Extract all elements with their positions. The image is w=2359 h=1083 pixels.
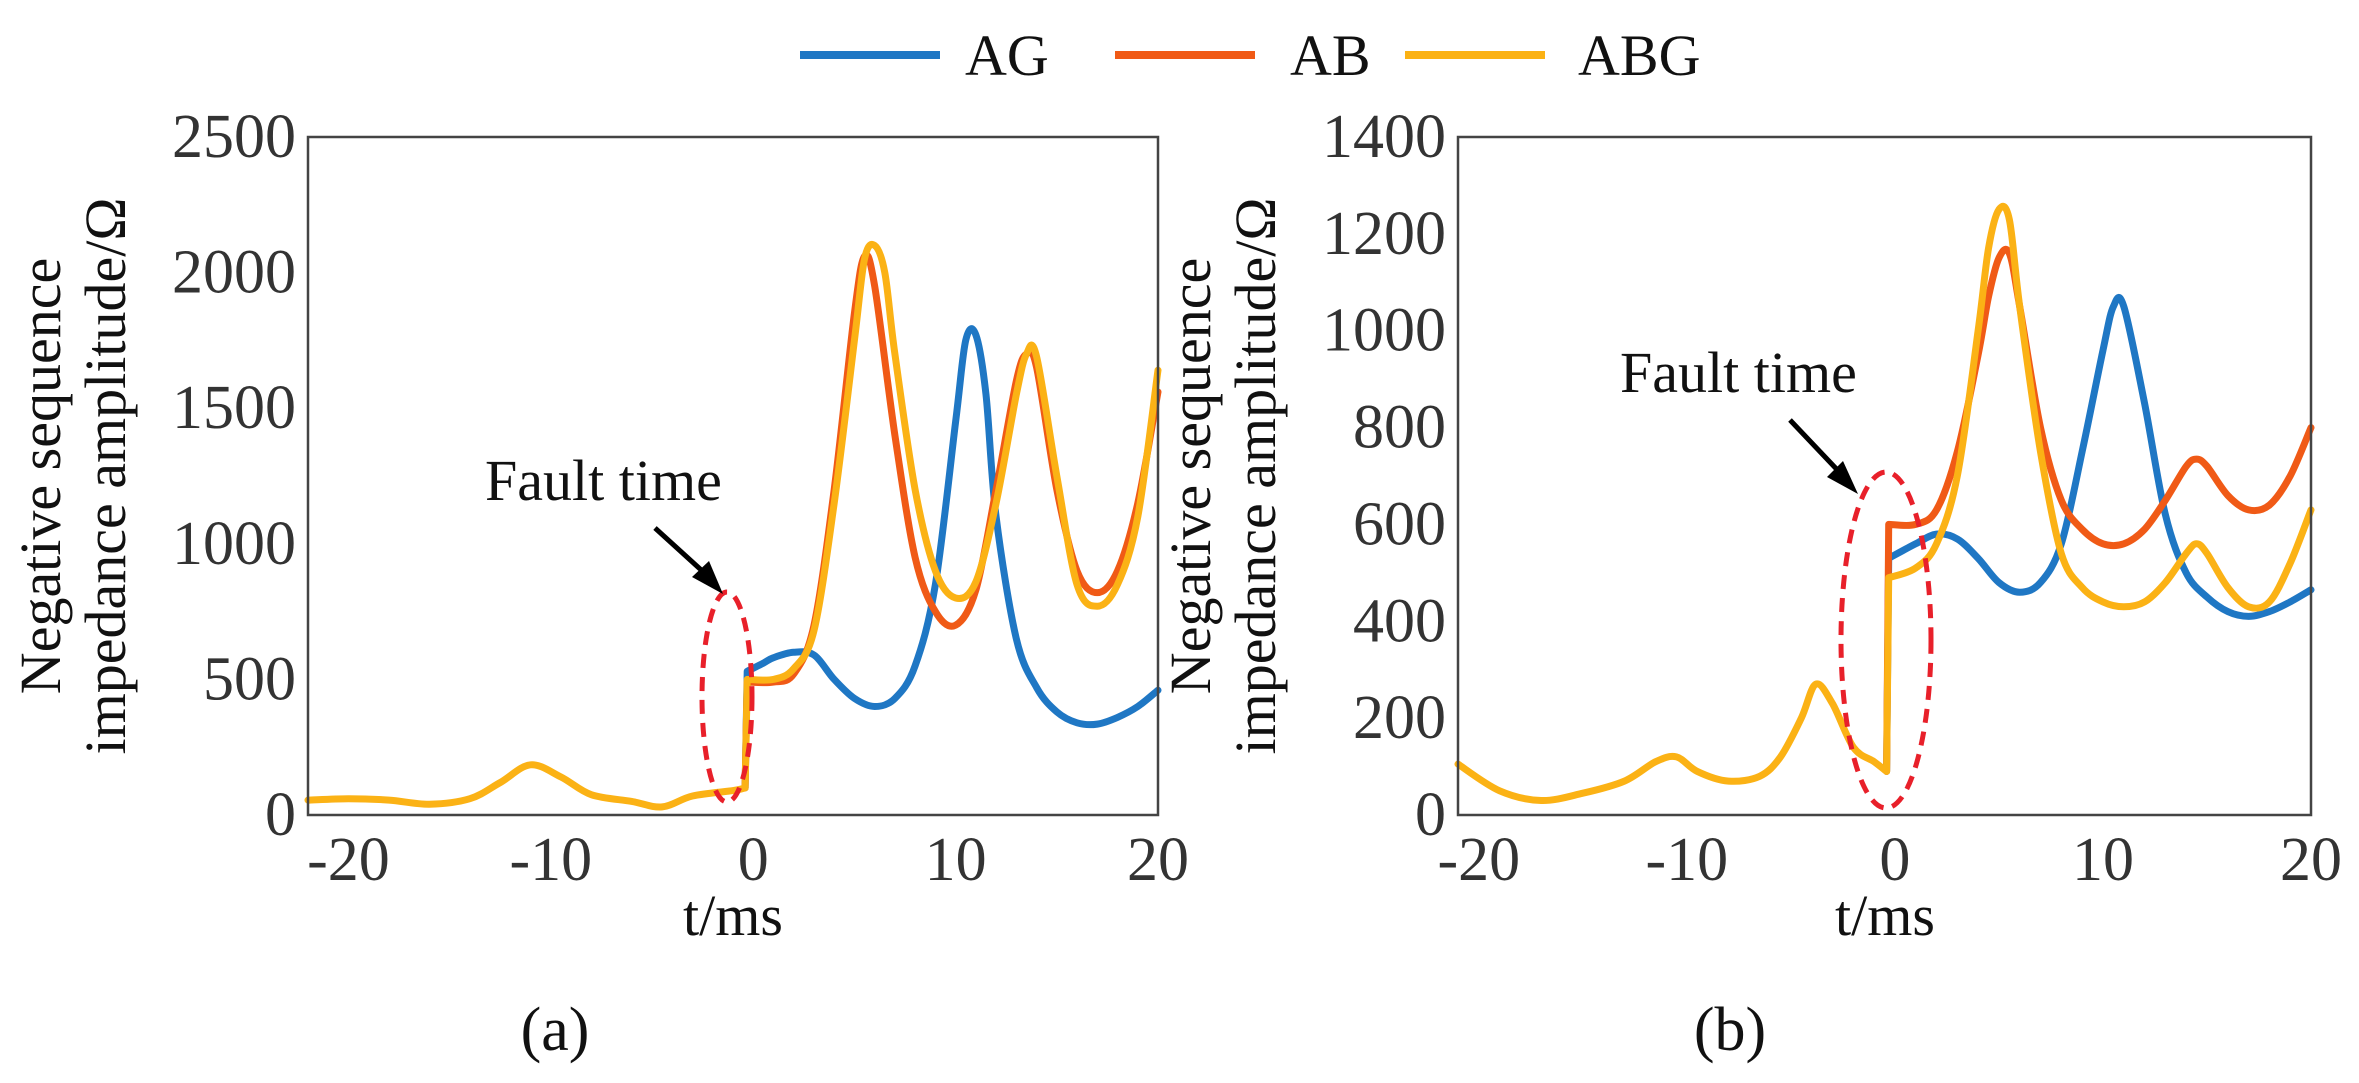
plot-frame-a [306, 135, 1160, 817]
y-axis-label-b-line1: Negative sequence [1158, 258, 1223, 694]
y-tick-label-b-5: 1000 [1322, 297, 1446, 365]
y-tick-label-a-4: 2000 [172, 239, 296, 307]
x-tick-labels-b: -20 -10 0 10 20 [1437, 826, 2342, 894]
y-tick-label-b-0: 0 [1415, 781, 1446, 849]
series-group-a [304, 240, 1162, 811]
y-axis-label-b-line2: impedance amplitude/Ω [1223, 198, 1288, 755]
legend: AG AB ABG [800, 23, 1700, 88]
fault-time-arrowhead-a [692, 561, 723, 594]
x-tick-label-b-0: -20 [1437, 826, 1520, 894]
x-tick-label-a-2: 0 [738, 826, 769, 894]
series-line-ag-a [741, 325, 1162, 792]
fault-time-annotation-b: Fault time [1620, 340, 1857, 405]
x-axis-label-b: t/ms [1835, 883, 1935, 948]
x-axis-label-a: t/ms [683, 883, 783, 948]
y-tick-label-a-5: 2500 [172, 103, 296, 171]
legend-label-abg: ABG [1578, 23, 1700, 88]
y-tick-labels-a: 0 500 1000 1500 2000 2500 [172, 103, 296, 849]
y-axis-label-a-line1: Negative sequence [8, 258, 73, 694]
y-tick-label-b-3: 600 [1353, 490, 1446, 558]
y-tick-label-b-6: 1200 [1322, 200, 1446, 268]
x-tick-label-b-1: -10 [1646, 826, 1729, 894]
y-tick-label-b-4: 800 [1353, 394, 1446, 462]
x-tick-label-a-4: 20 [1127, 826, 1189, 894]
plot-frame-b [1456, 135, 2313, 817]
series-group-b [1454, 202, 2315, 805]
x-tick-label-a-3: 10 [925, 826, 987, 894]
x-tick-label-a-1: -10 [510, 826, 593, 894]
fault-time-annotation-a: Fault time [485, 448, 722, 513]
y-tick-label-b-7: 1400 [1322, 103, 1446, 171]
pre-fault-line-b [1454, 680, 1891, 805]
fault-time-arrowhead-b [1827, 461, 1858, 494]
y-tick-label-b-1: 200 [1353, 684, 1446, 752]
x-tick-labels-a: -20 -10 0 10 20 [307, 826, 1189, 894]
y-tick-label-a-2: 1000 [172, 510, 296, 578]
series-line-abg-a [741, 240, 1162, 792]
panel-label-a: (a) [521, 996, 590, 1064]
series-line-ab-a [741, 251, 1162, 792]
fault-time-marker-b [1838, 469, 1934, 811]
x-tick-label-b-3: 10 [2072, 826, 2134, 894]
y-tick-label-a-0: 0 [265, 781, 296, 849]
x-tick-label-b-4: 20 [2280, 826, 2342, 894]
legend-label-ab: AB [1290, 23, 1371, 88]
x-tick-label-a-0: -20 [307, 826, 390, 894]
legend-label-ag: AG [965, 23, 1049, 88]
series-line-ag-b [1883, 294, 2315, 775]
chart-panel-a: 0 500 1000 1500 2000 2500 -20 -10 0 10 20 Negativ… [8, 103, 1189, 1064]
y-tick-labels-b: 0 200 400 600 800 1000 1200 1400 [1322, 103, 1446, 849]
series-line-abg-b [1883, 202, 2315, 775]
x-tick-label-b-2: 0 [1879, 826, 1910, 894]
fault-time-marker-a [699, 589, 755, 805]
y-tick-label-b-2: 400 [1353, 587, 1446, 655]
y-axis-label-a-line2: impedance amplitude/Ω [73, 198, 138, 755]
chart-panel-b: 0 200 400 600 800 1000 1200 1400 -20 -10 0 10 20 Ne… [1158, 103, 2342, 1064]
y-tick-label-a-1: 500 [203, 645, 296, 713]
y-tick-label-a-3: 1500 [172, 374, 296, 442]
panel-label-b: (b) [1694, 996, 1766, 1064]
pre-fault-line-a [304, 761, 749, 811]
